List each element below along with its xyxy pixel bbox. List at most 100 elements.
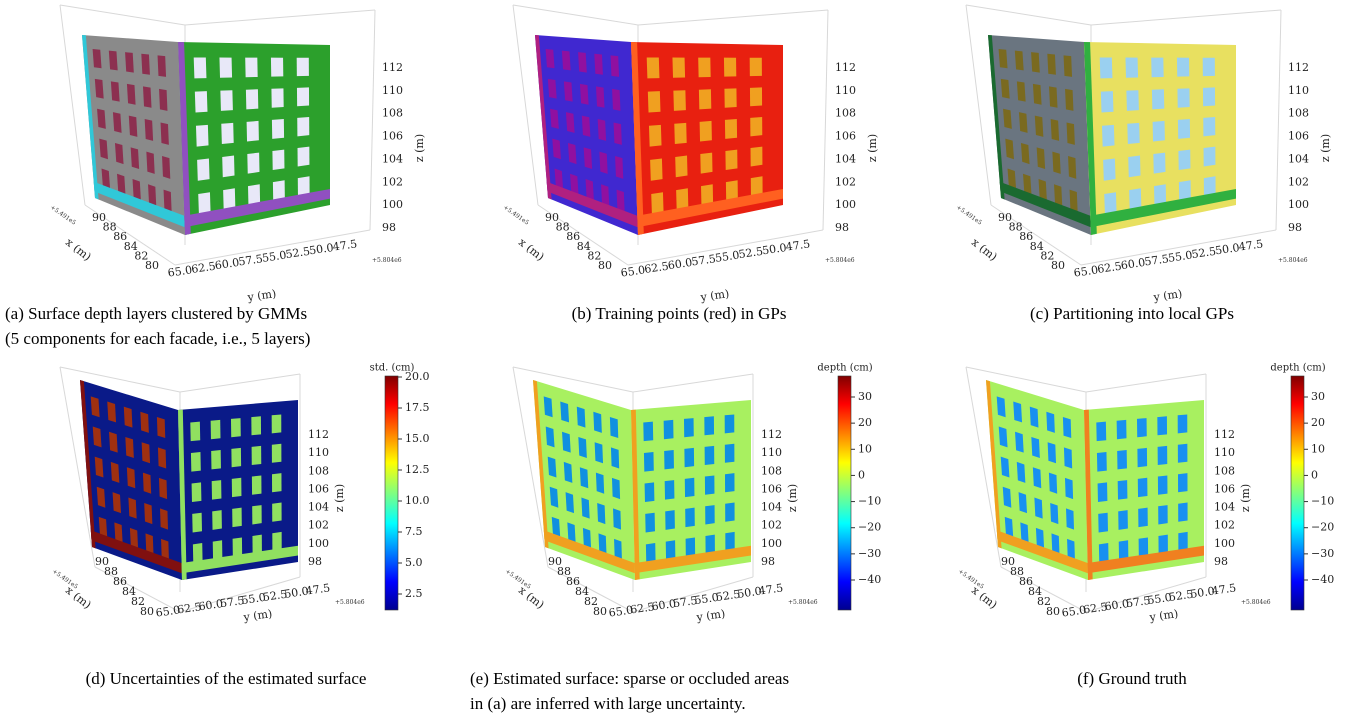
facade-edge — [631, 409, 640, 580]
window — [1153, 152, 1166, 174]
x-tick-label: 80 — [1046, 605, 1060, 618]
window — [140, 411, 149, 433]
x-axis-label: x (m) — [63, 236, 94, 264]
box-edge — [632, 576, 754, 613]
z-tick-label: 98 — [835, 221, 849, 234]
z-tick-label: 106 — [1288, 130, 1309, 143]
x-offset-label: +5.491e5 — [502, 204, 530, 227]
window — [1117, 480, 1128, 500]
facade-edge — [184, 189, 330, 228]
box-edge — [1085, 576, 1207, 613]
window — [1023, 173, 1032, 196]
y-axis-label: y (m) — [1148, 607, 1179, 624]
window — [612, 88, 621, 111]
box-edge — [627, 229, 824, 266]
window — [578, 52, 587, 73]
window — [1031, 436, 1040, 458]
window — [1128, 155, 1141, 178]
window — [101, 168, 111, 190]
window — [126, 467, 136, 489]
window — [251, 416, 262, 436]
z-tick-label: 112 — [308, 428, 329, 441]
window — [1032, 467, 1042, 489]
window — [749, 87, 763, 107]
y-tick-label: 62.5 — [629, 600, 655, 616]
y-offset-label: +5.804e6 — [335, 599, 365, 606]
window — [725, 180, 738, 202]
y-tick-label: 65.0 — [620, 263, 646, 279]
facade-edge — [93, 181, 185, 228]
box-edge — [184, 9, 376, 26]
window — [193, 57, 207, 79]
window — [1014, 50, 1024, 71]
window — [194, 91, 208, 113]
window — [1097, 482, 1108, 503]
window — [245, 57, 258, 78]
window — [1158, 534, 1168, 555]
window — [615, 156, 624, 179]
window — [1176, 57, 1190, 77]
z-tick-label: 100 — [382, 198, 403, 211]
y-tick-label: 60.0 — [651, 597, 677, 613]
y-tick-label: 57.5 — [238, 252, 264, 268]
window — [129, 527, 139, 549]
y-tick-label: 60.0 — [1104, 597, 1130, 613]
window — [248, 184, 261, 206]
window — [724, 414, 735, 434]
window — [562, 431, 571, 453]
window — [272, 149, 285, 171]
window — [545, 48, 555, 69]
window — [1032, 83, 1042, 105]
window — [1158, 505, 1168, 525]
box-edge — [512, 366, 634, 393]
window — [271, 473, 282, 493]
window — [704, 416, 715, 436]
window — [1178, 502, 1188, 522]
box-edge — [94, 566, 181, 613]
z-tick-label: 110 — [835, 84, 856, 97]
x-tick-label: 86 — [566, 230, 580, 243]
y-tick-label: 47.5 — [332, 237, 358, 253]
z-tick-label: 112 — [1288, 61, 1309, 74]
window — [1118, 540, 1129, 561]
box-edge — [1000, 566, 1087, 613]
window — [1138, 537, 1149, 558]
z-tick-label: 98 — [382, 221, 396, 234]
window — [297, 117, 310, 137]
window — [246, 120, 259, 142]
window — [1098, 512, 1108, 533]
window — [567, 142, 577, 165]
window — [1005, 138, 1014, 160]
window — [1129, 188, 1142, 211]
window — [583, 147, 593, 170]
window — [646, 57, 660, 79]
x-tick-label: 88 — [1009, 221, 1023, 234]
colorbar-tick-label: 10 — [858, 442, 872, 455]
window — [1137, 447, 1148, 468]
window — [92, 48, 102, 69]
window — [1047, 53, 1056, 75]
z-tick-label: 100 — [761, 537, 782, 550]
facade-edge — [631, 42, 644, 235]
z-axis-label: z (m) — [1239, 484, 1252, 512]
window — [96, 486, 106, 508]
x-tick-label: 80 — [140, 605, 154, 618]
x-tick-label: 86 — [113, 575, 127, 588]
box-edge — [59, 4, 186, 26]
window — [560, 401, 570, 423]
colorbar-tick-label: 30 — [1311, 390, 1325, 403]
window — [1018, 112, 1028, 133]
panel: 112 110 108 106 104 102 100 98 z (m) 908886848280… — [502, 4, 879, 323]
z-tick-label: 104 — [308, 501, 329, 514]
window — [159, 88, 168, 111]
window — [610, 447, 620, 469]
z-tick-label: 108 — [835, 107, 856, 120]
window — [160, 122, 169, 145]
window — [128, 115, 138, 137]
window — [1063, 447, 1073, 469]
x-offset-label: +5.491e5 — [51, 568, 79, 591]
window — [1202, 87, 1216, 107]
colorbar-tick-label: 20 — [858, 416, 872, 429]
x-axis-label: x (m) — [63, 584, 94, 612]
window — [251, 475, 262, 495]
